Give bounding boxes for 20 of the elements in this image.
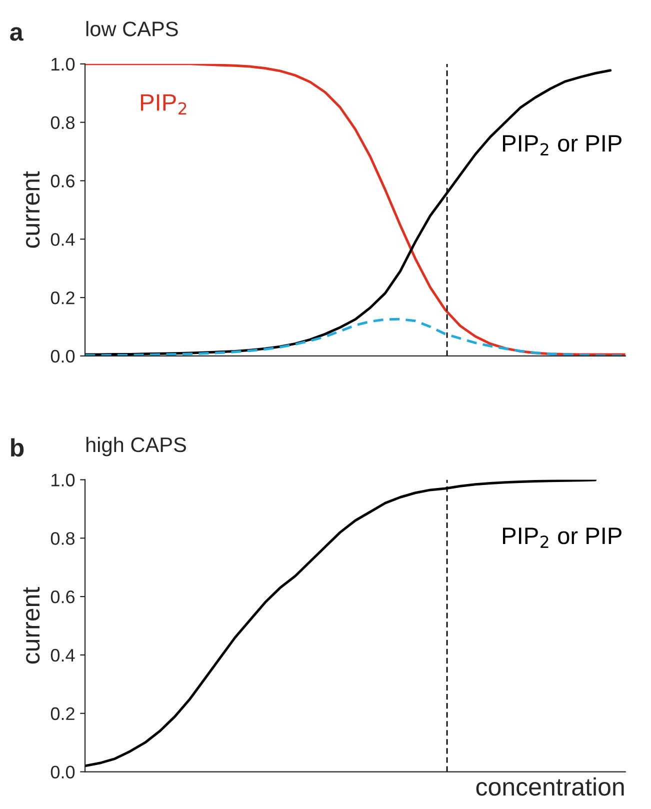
chart-title: high CAPS [86,436,186,456]
y-tick-label: 0.0 [50,350,75,363]
y-tick-label: 0.0 [50,766,75,779]
y-tick-label: 0.4 [50,648,75,662]
text: a [10,27,24,41]
y-tick-label: 0.6 [50,590,75,604]
y-tick-label: 0.8 [50,116,75,130]
y-tick-label: 0.6 [50,174,75,188]
chart-title: low CAPS [86,21,178,36]
y-tick-label: 0.2 [50,707,74,720]
y-axis-title: current [23,171,40,248]
y-tick-label: 1.0 [52,58,75,71]
y-tick-label: 0.8 [50,532,75,545]
text: b [11,438,24,457]
x-axis-title: concentration [476,777,624,796]
series-label: PIP$_{2}$ or PIP [503,528,622,548]
y-axis-title: current [23,587,40,664]
y-tick-label: 1.0 [52,474,75,486]
y-tick-label: 0.2 [50,291,74,304]
y-tick-label: 0.4 [50,233,75,246]
